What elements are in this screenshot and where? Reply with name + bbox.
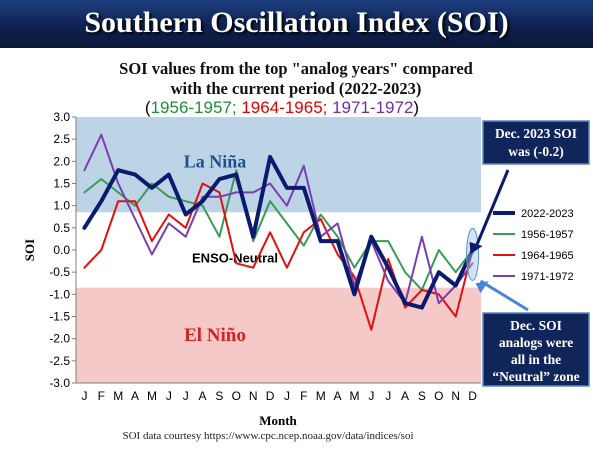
y-tick-label: -1.5 bbox=[49, 310, 70, 324]
y-tick-label: -2.5 bbox=[49, 354, 70, 368]
x-tick-label: N bbox=[451, 389, 460, 403]
series-line-1971-1972 bbox=[83, 133, 474, 305]
arrow-dec-2023 bbox=[474, 169, 510, 249]
y-axis-label: SOI bbox=[22, 239, 37, 261]
x-tick-label: D bbox=[468, 389, 477, 403]
x-tick-label: A bbox=[199, 389, 207, 403]
title-banner: Southern Oscillation Index (SOI) bbox=[0, 0, 593, 48]
x-tick-label: J bbox=[284, 389, 290, 403]
chart-title: SOI values from the top "analog years" c… bbox=[119, 59, 473, 78]
annotation-dec-2023-text: was (-0.2) bbox=[508, 144, 564, 159]
x-tick-label: M bbox=[316, 389, 326, 403]
y-tick-label: 1.5 bbox=[53, 177, 70, 191]
y-tick-label: 3.0 bbox=[53, 110, 70, 124]
x-tick-label: F bbox=[300, 389, 307, 403]
x-tick-label: A bbox=[334, 389, 342, 403]
legend-label-1971-1972: 1971-1972 bbox=[521, 271, 574, 283]
x-tick-label: F bbox=[98, 389, 105, 403]
analog-year-0: ( bbox=[145, 98, 151, 117]
x-tick-label: S bbox=[418, 389, 426, 403]
y-tick-label: -1.0 bbox=[49, 287, 70, 301]
annotation-dec-analogs-text: Dec. SOI bbox=[510, 318, 562, 333]
y-tick-label: -0.5 bbox=[49, 265, 70, 279]
x-tick-label: J bbox=[183, 389, 189, 403]
y-tick-label: -3.0 bbox=[49, 376, 70, 390]
x-tick-label: N bbox=[249, 389, 258, 403]
y-tick-label: 0.0 bbox=[53, 243, 70, 257]
x-tick-label: O bbox=[232, 389, 241, 403]
x-tick-label: J bbox=[166, 389, 172, 403]
y-tick-label: 1.0 bbox=[53, 199, 70, 213]
y-tick-label: 2.0 bbox=[53, 154, 70, 168]
x-tick-label: M bbox=[113, 389, 123, 403]
x-tick-label: J bbox=[81, 389, 87, 403]
annotation-dec-analogs-text: all in the bbox=[511, 352, 561, 367]
page-title: Southern Oscillation Index (SOI) bbox=[84, 6, 509, 39]
arrow-dec-analogs-head bbox=[475, 281, 489, 294]
annotation-dec-analogs-text: analogs were bbox=[499, 335, 573, 350]
december-highlight bbox=[466, 227, 480, 281]
source-credit: SOI data courtesy https://www.cpc.ncep.n… bbox=[122, 430, 413, 442]
annotation-dec-analogs-text: “Neutral” zone bbox=[492, 369, 579, 384]
x-tick-label: O bbox=[434, 389, 443, 403]
legend-label-2022-2023: 2022-2023 bbox=[521, 208, 574, 220]
y-tick-label: 2.5 bbox=[53, 132, 70, 146]
legend-label-1964-1965: 1964-1965 bbox=[521, 250, 574, 262]
chart-title-line2: with the current period (2022-2023) bbox=[171, 79, 422, 98]
arrow-dec-analogs bbox=[479, 279, 529, 312]
annotation-dec-2023-box bbox=[482, 120, 590, 165]
annotation-dec-2023-text: Dec. 2023 SOI bbox=[495, 126, 577, 141]
y-tick-label: 0.5 bbox=[53, 221, 70, 235]
legend-label-1956-1957: 1956-1957 bbox=[521, 229, 574, 241]
analog-year-1: 1956-1957; bbox=[151, 98, 237, 117]
x-tick-label: A bbox=[131, 389, 139, 403]
series-line-2022-2023 bbox=[82, 154, 475, 310]
x-tick-label: J bbox=[368, 389, 374, 403]
analog-years-subtitle: (1956-1957; 1964-1965; 1971-1972) bbox=[145, 98, 419, 117]
el-nino-label: El Niño bbox=[184, 325, 246, 346]
la-nina-zone bbox=[76, 117, 481, 213]
x-tick-label: D bbox=[266, 389, 275, 403]
analog-year-3: 1971-1972 bbox=[327, 98, 413, 117]
x-tick-label: A bbox=[401, 389, 409, 403]
x-tick-label: M bbox=[147, 389, 157, 403]
analog-year-4: ) bbox=[413, 98, 419, 117]
la-nina-label: La Niña bbox=[184, 151, 247, 171]
el-nino-zone bbox=[76, 287, 481, 383]
annotation-dec-analogs-box bbox=[482, 312, 590, 387]
x-tick-label: J bbox=[385, 389, 391, 403]
x-tick-label: S bbox=[215, 389, 223, 403]
x-tick-label: M bbox=[349, 389, 359, 403]
y-tick-label: -2.0 bbox=[49, 332, 70, 346]
analog-year-2: 1964-1965; bbox=[237, 98, 328, 117]
arrow-dec-2023-head bbox=[469, 242, 483, 254]
x-axis-label: Month bbox=[259, 413, 297, 428]
